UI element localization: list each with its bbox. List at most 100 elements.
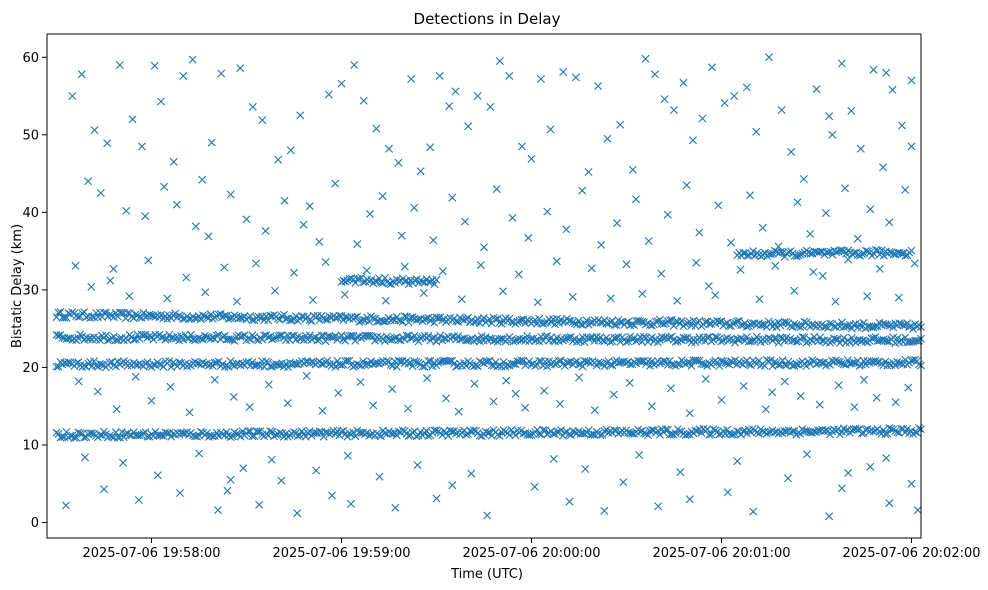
track-point <box>850 249 859 257</box>
data-point <box>518 142 526 151</box>
data-point <box>739 382 748 390</box>
data-point <box>290 268 298 277</box>
data-point <box>432 494 441 503</box>
data-point <box>340 290 349 299</box>
data-point <box>115 61 124 69</box>
data-point <box>397 231 406 240</box>
track-point <box>341 312 350 321</box>
track-point <box>582 316 591 325</box>
track-point <box>171 309 180 318</box>
data-point <box>549 454 558 463</box>
track-point <box>772 323 781 332</box>
data-point <box>204 232 213 241</box>
data-point <box>492 185 501 194</box>
data-point <box>793 198 802 207</box>
data-point <box>331 179 340 188</box>
track-point <box>113 433 122 442</box>
data-point <box>182 273 191 282</box>
track-point <box>509 359 518 368</box>
track-point <box>430 280 439 289</box>
track-point <box>511 431 520 440</box>
track-point <box>228 432 237 441</box>
data-point <box>356 378 365 387</box>
data-point <box>730 92 739 100</box>
data-point <box>321 258 330 266</box>
track-point <box>96 308 104 317</box>
data-point <box>293 509 302 518</box>
track-point <box>371 277 380 285</box>
track-point <box>572 320 581 329</box>
data-point <box>419 289 428 297</box>
data-point <box>163 294 172 303</box>
track-point <box>737 321 745 330</box>
data-point <box>299 220 308 229</box>
data-point <box>866 462 875 471</box>
track-point <box>159 432 168 440</box>
data-point <box>328 491 336 500</box>
data-point <box>103 139 112 148</box>
track-point <box>560 428 569 437</box>
track-point <box>218 332 227 341</box>
data-point <box>850 403 859 411</box>
data-point <box>537 75 545 83</box>
track-point <box>513 317 522 326</box>
data-point <box>606 294 615 303</box>
data-point <box>685 495 694 504</box>
data-point <box>676 468 685 477</box>
track-point <box>123 336 132 344</box>
data-point <box>644 237 653 245</box>
data-point <box>780 377 789 386</box>
track-point <box>380 429 389 438</box>
chart-title: Detections in Delay <box>414 10 561 28</box>
data-point <box>201 288 210 297</box>
track-point <box>274 314 283 323</box>
track-point <box>594 358 603 367</box>
track-point <box>897 249 906 258</box>
track-point <box>376 432 385 441</box>
data-point <box>353 240 362 249</box>
track-point <box>424 331 433 340</box>
data-point <box>362 266 371 275</box>
track-point <box>355 428 364 437</box>
data-point <box>761 405 770 414</box>
y-tick-label: 40 <box>22 206 39 221</box>
track-point <box>226 357 235 366</box>
track-point <box>96 336 104 344</box>
data-point <box>663 210 672 219</box>
track-point <box>432 275 441 284</box>
data-point <box>894 293 903 302</box>
track-point <box>661 425 670 434</box>
data-point <box>324 90 333 99</box>
data-point <box>540 386 549 395</box>
data-point <box>863 292 872 301</box>
track-point <box>705 430 714 439</box>
track-point <box>659 320 668 328</box>
data-point <box>818 271 827 280</box>
data-point <box>505 71 514 80</box>
data-point <box>685 409 694 418</box>
track-point <box>578 362 587 371</box>
track-point <box>612 321 621 329</box>
track-point <box>839 333 848 342</box>
track-point <box>558 336 567 345</box>
track-point <box>606 360 615 369</box>
track-point <box>252 335 261 344</box>
track-point <box>103 336 112 345</box>
track-point <box>740 319 749 327</box>
track-point <box>812 360 821 369</box>
data-point <box>252 259 260 268</box>
track-point <box>665 316 674 325</box>
track-point <box>598 336 607 345</box>
data-point <box>742 83 751 92</box>
data-point <box>242 215 251 224</box>
track-point <box>507 317 516 326</box>
track-point <box>549 336 557 345</box>
track-point <box>717 356 726 365</box>
data-point <box>746 191 754 200</box>
data-point <box>309 296 317 304</box>
track-point <box>394 277 403 286</box>
data-point <box>613 219 621 228</box>
track-point <box>671 337 680 346</box>
data-point <box>264 380 273 389</box>
data-point <box>790 286 799 295</box>
